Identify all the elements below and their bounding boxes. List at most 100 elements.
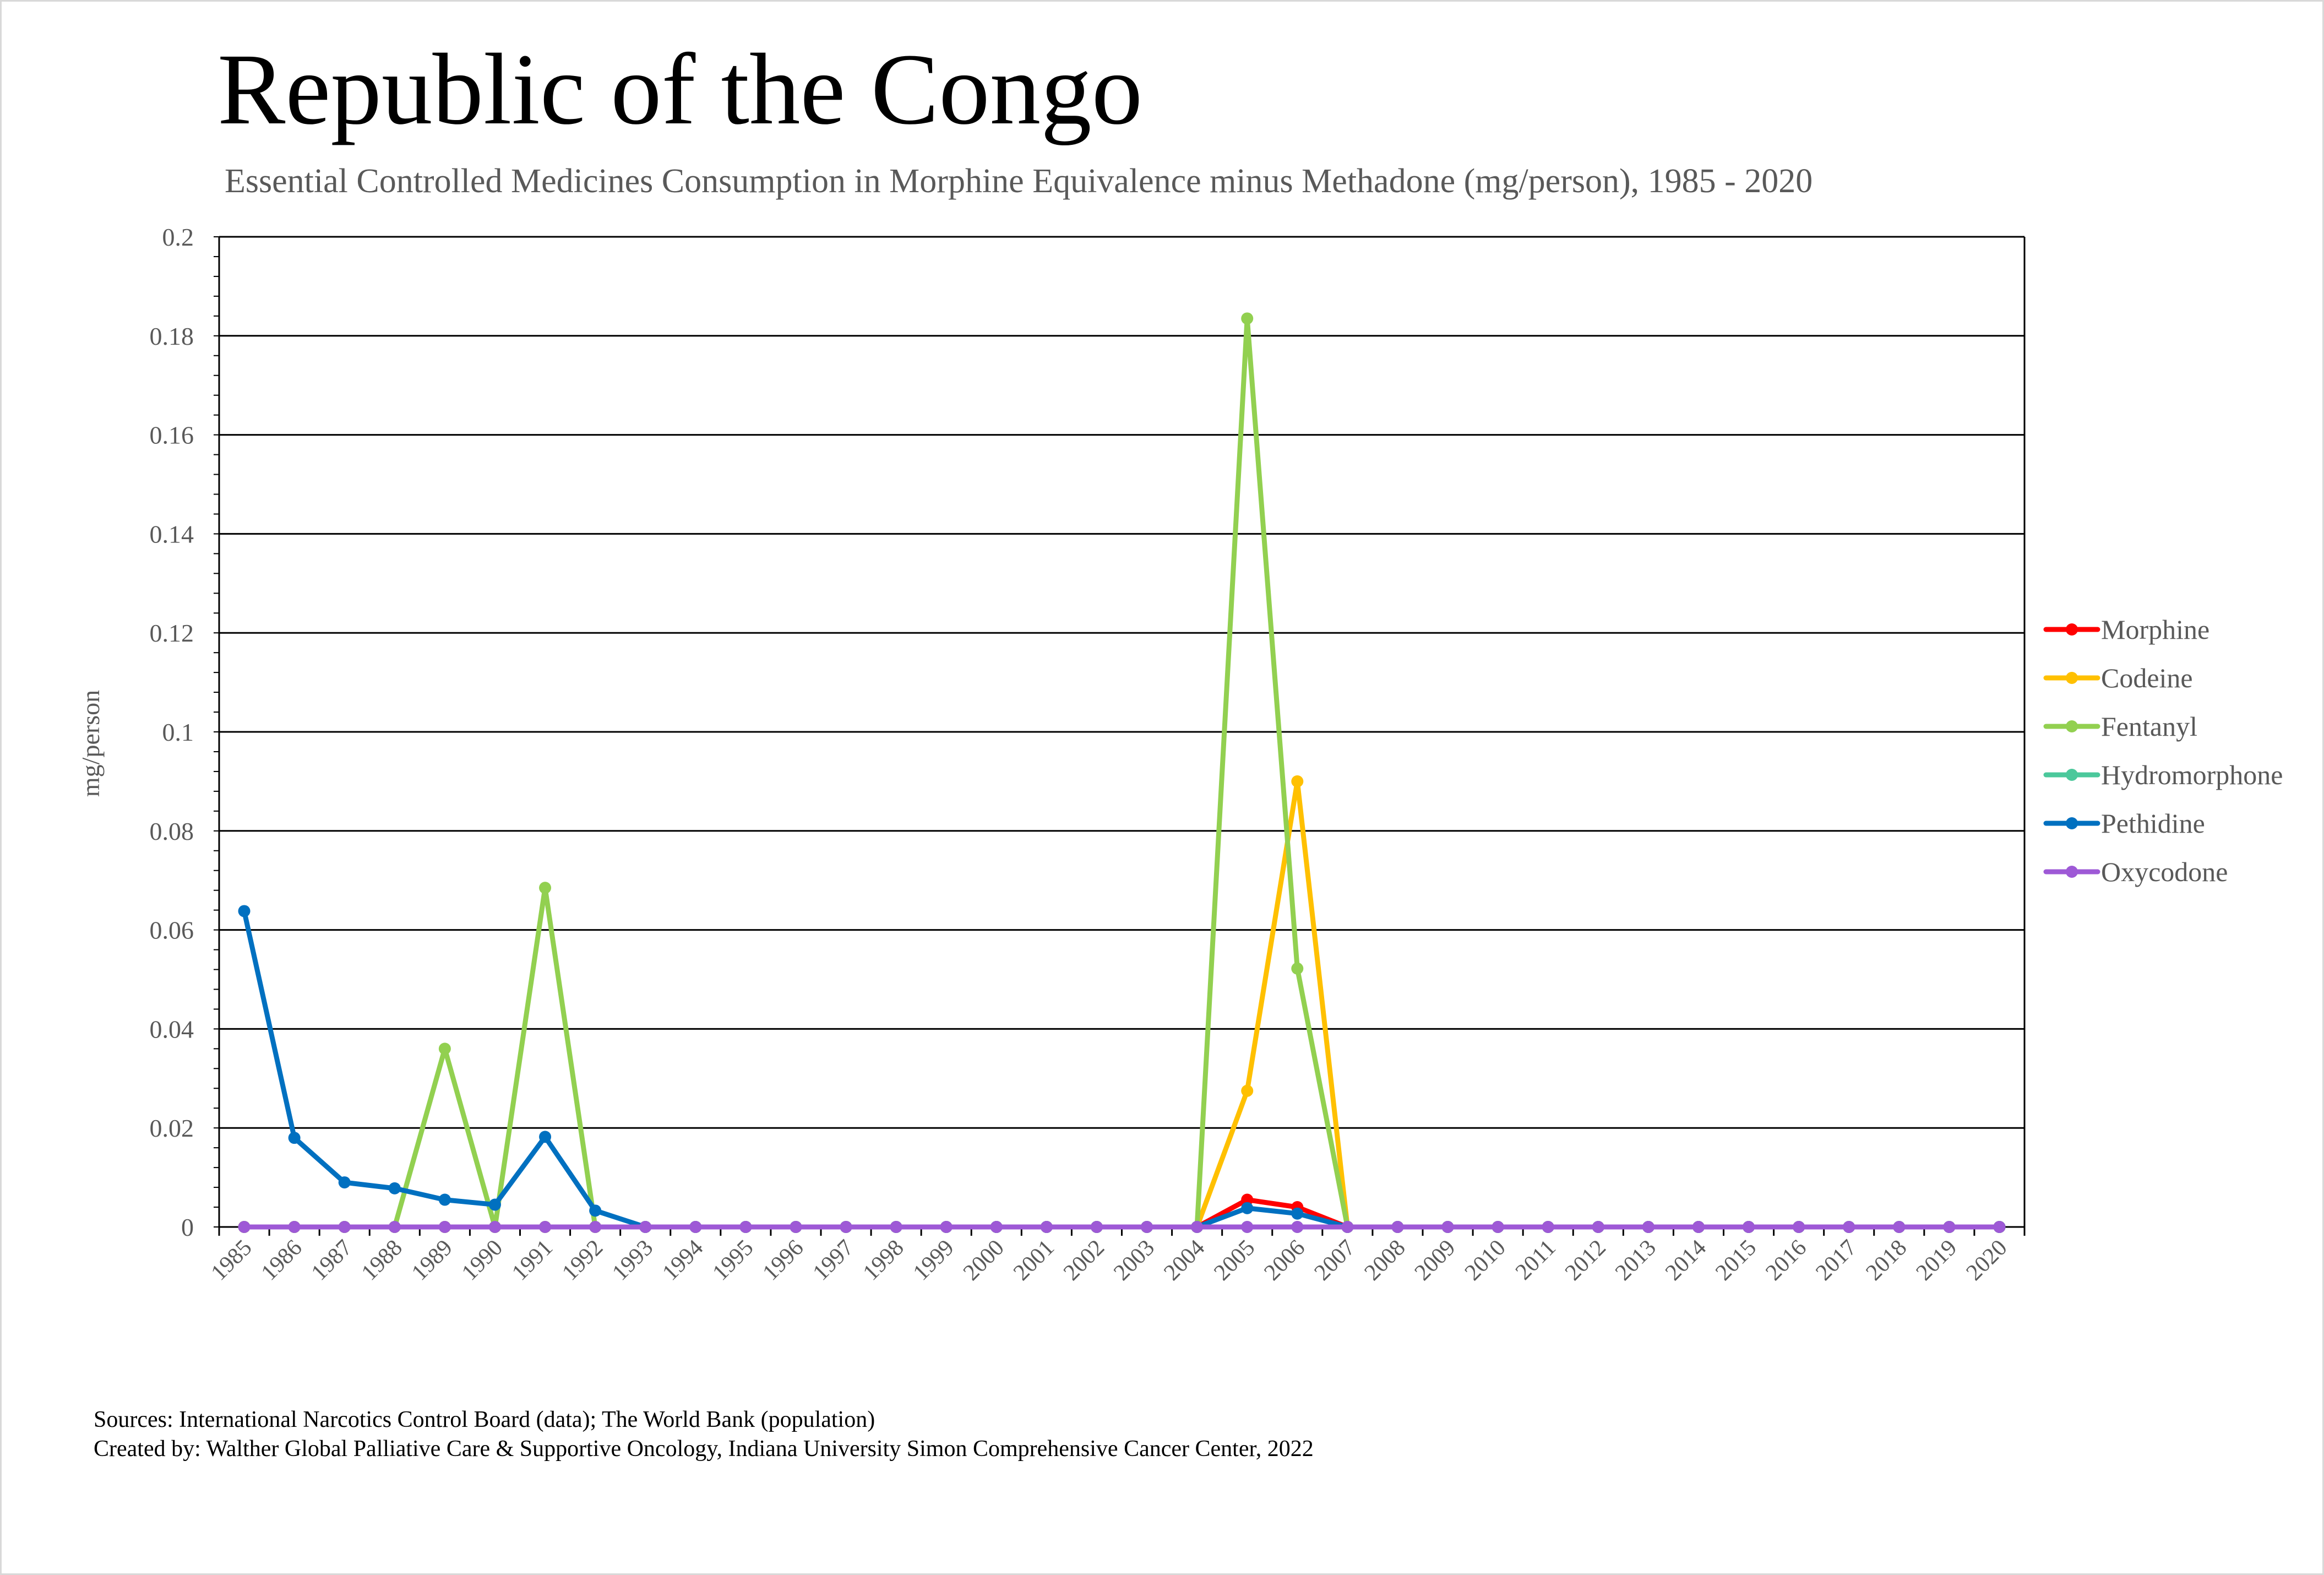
data-point-oxycodone: [388, 1221, 401, 1233]
x-tick-label: 1997: [808, 1235, 859, 1286]
data-point-oxycodone: [639, 1221, 652, 1233]
y-tick-label: 0.02: [150, 1114, 194, 1142]
x-tick-label: 1988: [357, 1235, 407, 1286]
x-tick-label: 2007: [1310, 1235, 1360, 1286]
data-point-pethidine: [388, 1182, 401, 1194]
y-tick-label: 0.18: [150, 322, 194, 350]
data-point-pethidine: [438, 1193, 451, 1206]
data-point-oxycodone: [890, 1221, 902, 1233]
x-tick-label: 2020: [1962, 1235, 2012, 1286]
sources-note: Sources: International Narcotics Control…: [94, 1405, 1314, 1463]
x-tick-label: 2003: [1109, 1235, 1160, 1286]
x-tick-label: 2013: [1610, 1235, 1661, 1286]
data-point-pethidine: [539, 1131, 552, 1143]
data-point-pethidine: [1241, 1202, 1254, 1214]
x-tick-label: 2002: [1059, 1235, 1109, 1286]
data-point-oxycodone: [1642, 1221, 1654, 1233]
y-tick-label: 0.14: [150, 520, 194, 548]
x-tick-label: 2005: [1209, 1235, 1260, 1286]
data-point-oxycodone: [1141, 1221, 1153, 1233]
legend-marker-morphine: [2066, 623, 2078, 636]
data-point-oxycodone: [539, 1221, 552, 1233]
data-point-fentanyl: [539, 882, 552, 894]
data-point-oxycodone: [1843, 1221, 1855, 1233]
y-tick-label: 0.04: [150, 1015, 194, 1043]
y-tick-label: 0.2: [162, 223, 194, 251]
legend-marker-fentanyl: [2066, 720, 2078, 732]
x-tick-label: 2001: [1009, 1235, 1059, 1286]
legend-label-fentanyl: Fentanyl: [2101, 711, 2197, 742]
legend-marker-hydromorphone: [2066, 769, 2078, 781]
data-point-oxycodone: [1592, 1221, 1604, 1233]
y-axis: 0 0.02 0.04 0.06 0.08 0.1 0.12 0.14 0.16 0.18 0.2: [150, 223, 220, 1241]
series-line-codeine: [242, 779, 2002, 1230]
data-point-oxycodone: [1943, 1221, 1956, 1233]
data-point-fentanyl: [1291, 962, 1304, 975]
data-point-oxycodone: [840, 1221, 852, 1233]
chart-subtitle: Essential Controlled Medicines Consumpti…: [225, 162, 1813, 200]
x-tick-label: 1986: [257, 1235, 307, 1286]
y-tick-label: 0.12: [150, 619, 194, 647]
y-tick-label: 0.1: [162, 718, 194, 746]
y-tick-label: 0.08: [150, 817, 194, 845]
x-tick-label: 1995: [708, 1235, 759, 1286]
data-point-oxycodone: [1090, 1221, 1103, 1233]
x-tick-label: 2004: [1159, 1235, 1210, 1286]
legend-label-hydromorphone: Hydromorphone: [2101, 759, 2283, 790]
data-point-oxycodone: [1692, 1221, 1705, 1233]
x-tick-label: 2011: [1511, 1235, 1561, 1285]
legend-marker-oxycodone: [2066, 866, 2078, 878]
x-tick-label: 2014: [1661, 1235, 1711, 1286]
legend-label-pethidine: Pethidine: [2101, 808, 2205, 839]
x-tick-label: 1992: [557, 1235, 608, 1286]
legend-label-codeine: Codeine: [2101, 662, 2193, 693]
legend-label-oxycodone: Oxycodone: [2101, 856, 2228, 887]
x-tick-label: 2009: [1410, 1235, 1461, 1286]
x-tick-label: 1987: [307, 1235, 357, 1286]
x-tick-label: 1990: [457, 1235, 508, 1286]
data-point-oxycodone: [589, 1221, 602, 1233]
x-tick-label: 2017: [1811, 1235, 1862, 1286]
data-point-oxycodone: [338, 1221, 351, 1233]
data-point-oxycodone: [990, 1221, 1003, 1233]
data-point-oxycodone: [288, 1221, 301, 1233]
data-point-fentanyl: [1241, 312, 1254, 325]
data-point-oxycodone: [1893, 1221, 1906, 1233]
x-tick-label: 2018: [1861, 1235, 1912, 1286]
data-point-fentanyl: [438, 1042, 451, 1055]
x-tick-label: 2000: [959, 1235, 1009, 1286]
data-point-oxycodone: [1341, 1221, 1354, 1233]
data-point-oxycodone: [1793, 1221, 1805, 1233]
data-point-oxycodone: [689, 1221, 702, 1233]
data-point-oxycodone: [1441, 1221, 1454, 1233]
x-tick-label: 2019: [1912, 1235, 1962, 1286]
series-line-pethidine: [242, 908, 2002, 1230]
data-point-oxycodone: [488, 1221, 501, 1233]
data-point-pethidine: [238, 905, 251, 917]
data-point-pethidine: [488, 1198, 501, 1211]
data-point-pethidine: [589, 1204, 602, 1217]
credit-line: Created by: Walther Global Palliative Ca…: [94, 1436, 1314, 1462]
x-tick-label: 2008: [1360, 1235, 1411, 1286]
x-tick-label: 1985: [206, 1235, 257, 1286]
chart-title: Republic of the Congo: [217, 33, 1143, 146]
data-point-oxycodone: [940, 1221, 953, 1233]
data-point-oxycodone: [1743, 1221, 1755, 1233]
series-line-morphine: [242, 1197, 2002, 1230]
data-point-oxycodone: [1291, 1221, 1304, 1233]
y-axis-title: mg/person: [77, 690, 105, 797]
series-line-fentanyl: [242, 316, 2002, 1230]
x-tick-label: 2016: [1761, 1235, 1811, 1286]
data-point-pethidine: [288, 1132, 301, 1144]
y-tick-label: 0: [181, 1213, 194, 1241]
series-lines: [238, 312, 2006, 1233]
legend: Morphine Codeine Fentanyl Hydromorphone Peth…: [2043, 614, 2283, 887]
data-point-oxycodone: [1542, 1221, 1554, 1233]
legend-marker-pethidine: [2066, 817, 2078, 829]
x-tick-label: 1999: [908, 1235, 959, 1286]
y-tick-label: 0.06: [150, 916, 194, 944]
y-tick-label: 0.16: [150, 421, 194, 449]
data-point-codeine: [1241, 1084, 1254, 1097]
data-point-oxycodone: [1241, 1221, 1254, 1233]
